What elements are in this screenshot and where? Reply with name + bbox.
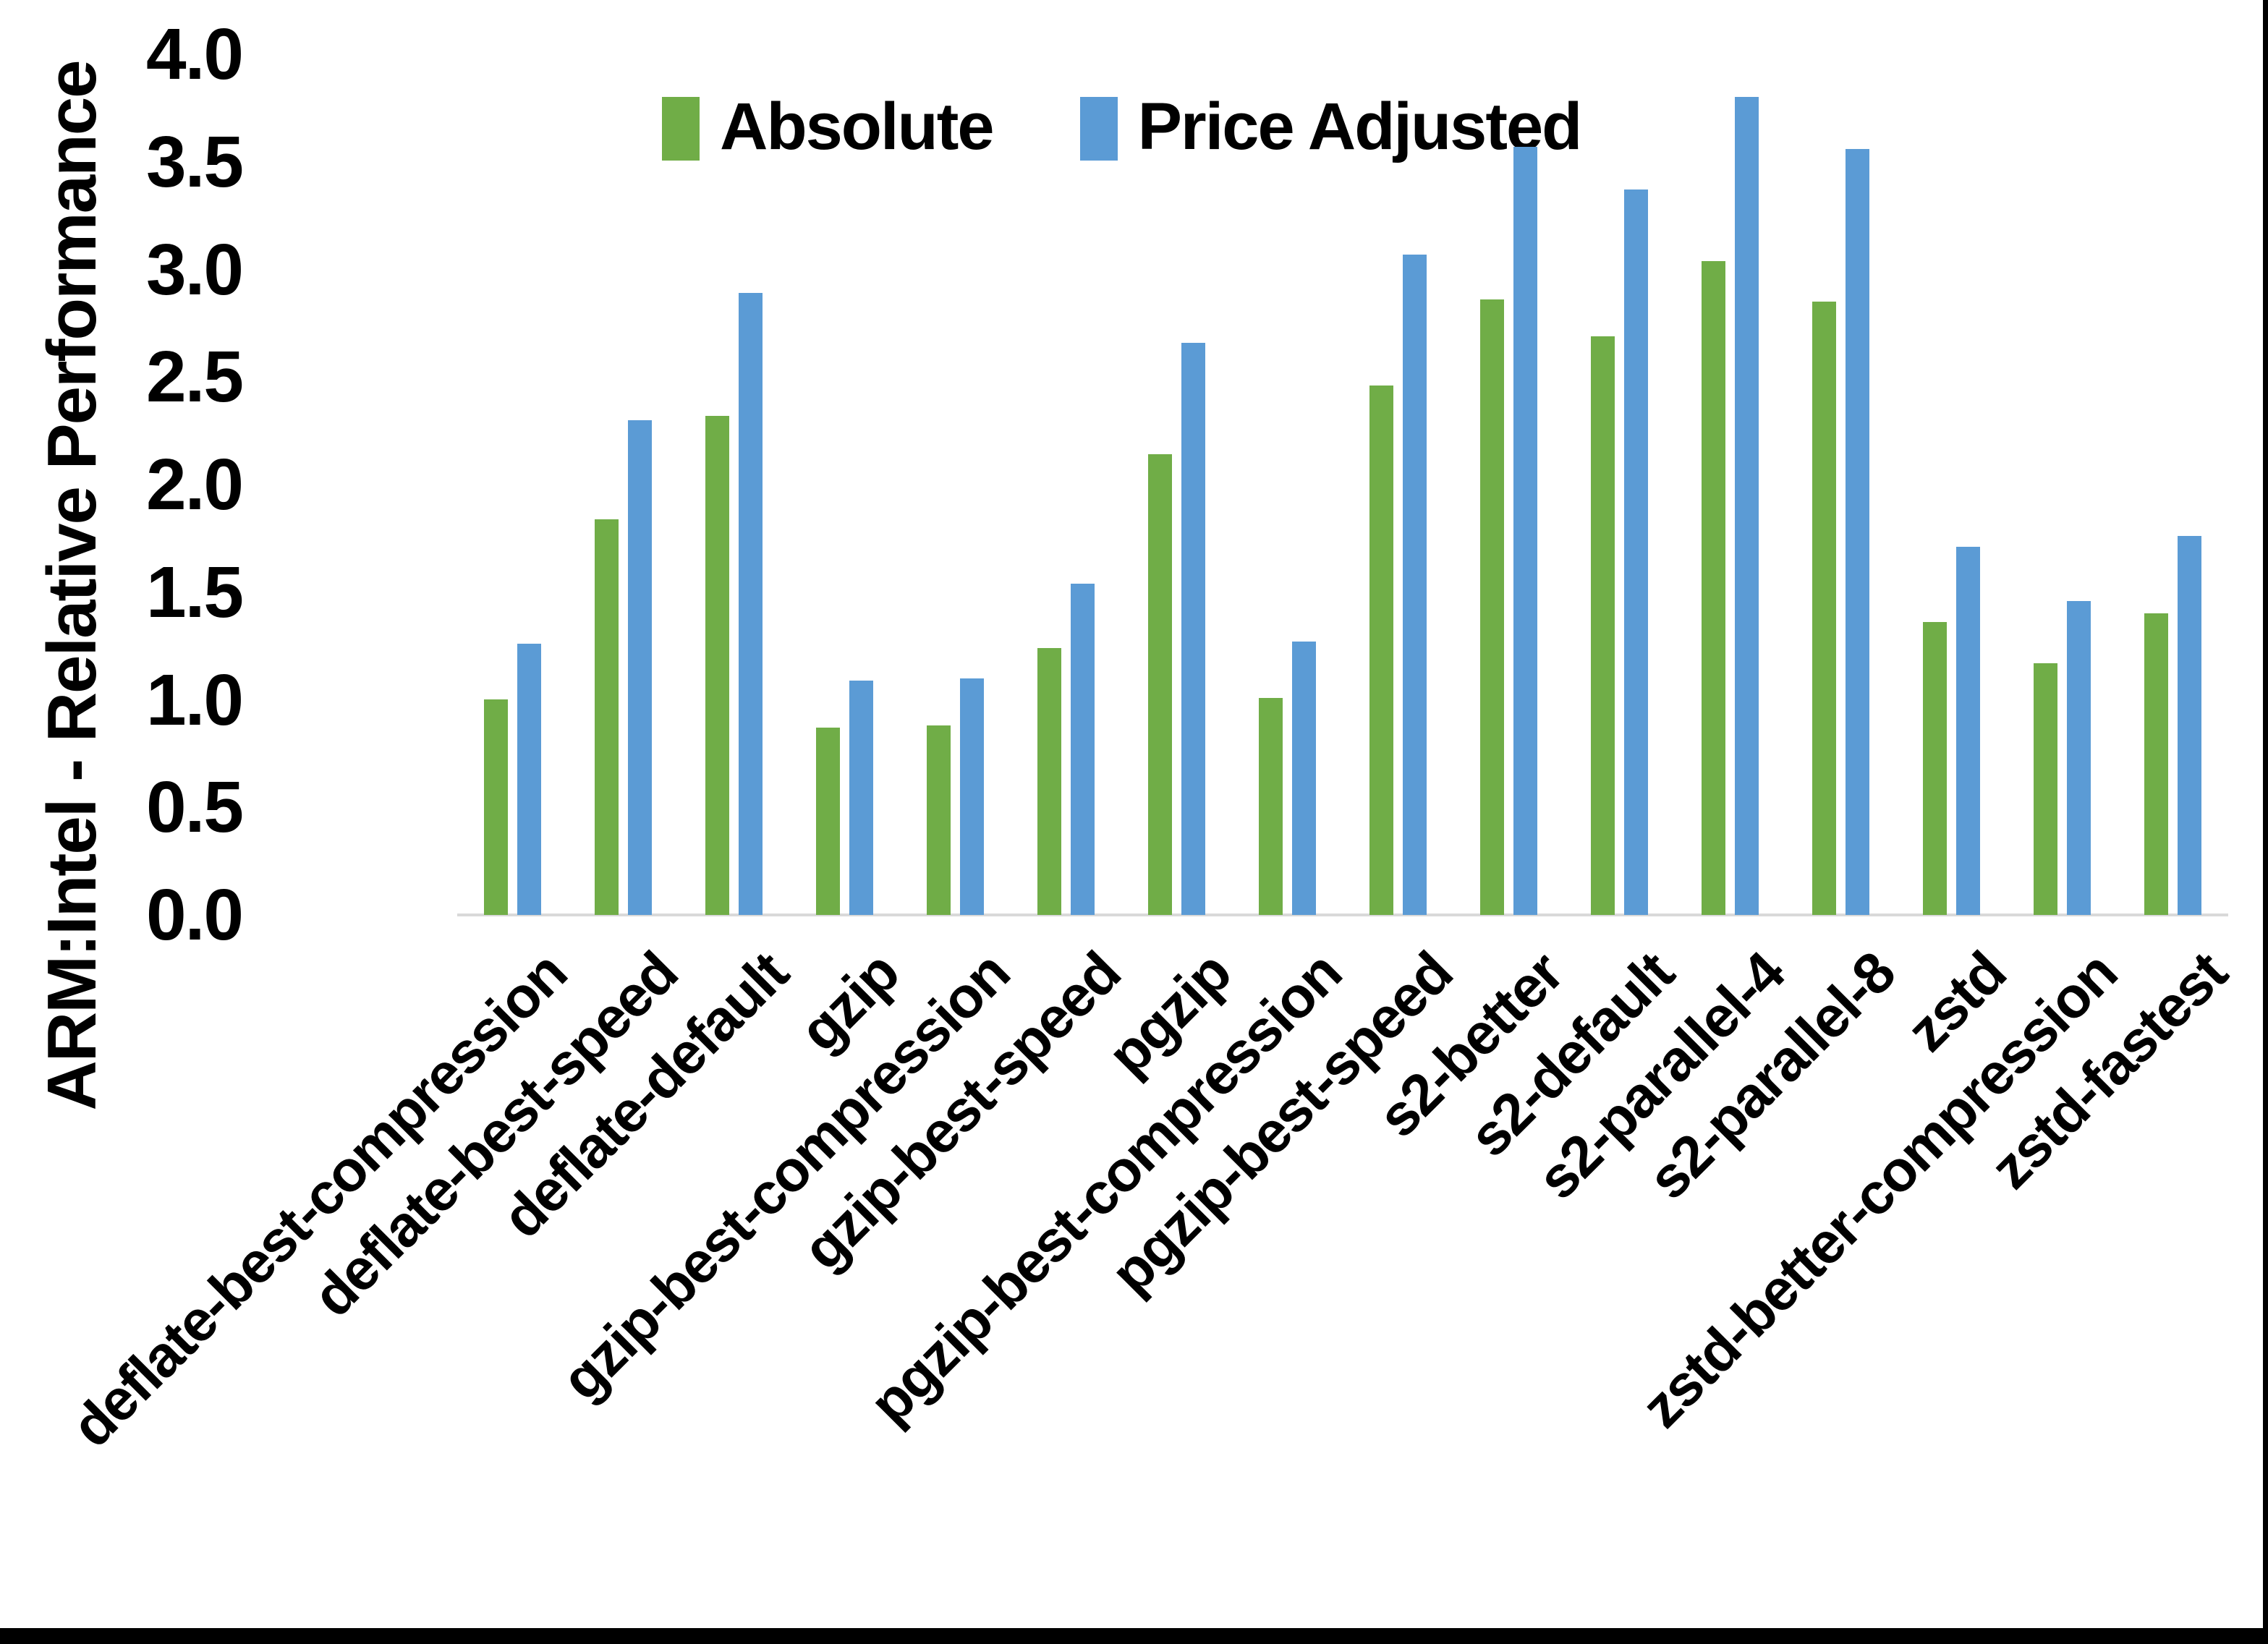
x-label-anchor-zstd-fastest: zstd-fastest <box>1399 940 2239 1201</box>
x-label-gzip: gzip <box>787 940 911 1064</box>
x-label-deflate-best-compression: deflate-best-compression <box>59 940 579 1460</box>
legend: Absolute Price Adjusted <box>662 90 1583 163</box>
bar-absolute-s2-parallel-8 <box>1812 302 1836 915</box>
x-label-anchor-s2-parallel-8: s2-parallel-8 <box>1067 940 1907 1211</box>
bar-price-adjusted-gzip-best-speed <box>1071 584 1095 915</box>
bar-absolute-pgzip-best-compression <box>1259 698 1283 915</box>
x-label-deflate-best-speed: deflate-best-speed <box>300 940 689 1329</box>
bar-price-adjusted-s2-default <box>1624 189 1648 915</box>
bar-absolute-gzip-best-compression <box>927 725 951 915</box>
x-label-anchor-zstd-better-compression: zstd-better-compression <box>1288 940 2128 1439</box>
bar-absolute-s2-default <box>1591 336 1615 915</box>
bar-absolute-deflate-best-speed <box>595 519 619 915</box>
x-label-pgzip-best-speed: pgzip-best-speed <box>1098 940 1464 1306</box>
x-label-s2-parallel-4: s2-parallel-4 <box>1525 940 1796 1211</box>
x-label-anchor-gzip-best-speed: gzip-best-speed <box>292 940 1131 1282</box>
legend-item-absolute: Absolute <box>662 90 995 163</box>
x-label-pgzip-best-compression: pgzip-best-compression <box>857 940 1354 1436</box>
y-tick-label-0.5: 0.5 <box>145 767 244 848</box>
x-label-anchor-zstd: zstd <box>1178 940 2017 1063</box>
x-label-zstd: zstd <box>1894 940 2018 1064</box>
x-label-s2-better: s2-better <box>1365 940 1575 1150</box>
x-label-anchor-s2-better: s2-better <box>735 940 1575 1149</box>
bar-price-adjusted-zstd-fastest <box>2178 536 2201 915</box>
x-label-anchor-pgzip-best-compression: pgzip-best-compression <box>514 940 1354 1436</box>
x-label-zstd-better-compression: zstd-better-compression <box>1628 940 2128 1440</box>
y-tick-label-0.0: 0.0 <box>145 874 244 955</box>
legend-swatch-price-adjusted-icon <box>1079 97 1118 161</box>
x-label-gzip-best-speed: gzip-best-speed <box>790 940 1132 1282</box>
bar-price-adjusted-zstd-better-compression <box>2067 601 2091 915</box>
bar-absolute-deflate-best-compression <box>484 699 508 915</box>
window-bottom-border <box>0 1628 2268 1644</box>
x-label-anchor-pgzip-best-speed: pgzip-best-speed <box>624 940 1464 1306</box>
bar-price-adjusted-gzip-best-compression <box>960 678 984 915</box>
bar-price-adjusted-s2-parallel-8 <box>1846 149 1869 915</box>
x-label-anchor-s2-parallel-4: s2-parallel-4 <box>956 940 1796 1211</box>
x-axis-baseline <box>457 913 2228 916</box>
x-label-zstd-fastest: zstd-fastest <box>1978 940 2239 1201</box>
y-tick-label-1.5: 1.5 <box>145 551 244 633</box>
bar-absolute-gzip-best-speed <box>1037 648 1061 915</box>
y-tick-label-1.0: 1.0 <box>145 659 244 741</box>
legend-swatch-absolute-icon <box>662 97 700 161</box>
legend-item-price-adjusted: Price Adjusted <box>1079 90 1583 163</box>
y-tick-label-3.5: 3.5 <box>145 121 244 203</box>
window-right-border <box>2263 0 2268 1644</box>
bar-absolute-zstd-fastest <box>2144 613 2168 915</box>
x-label-anchor-gzip-best-compression: gzip-best-compression <box>182 940 1021 1412</box>
bar-absolute-s2-parallel-4 <box>1702 261 1725 915</box>
bar-price-adjusted-pgzip <box>1181 343 1205 915</box>
bar-absolute-deflate-default <box>705 416 729 915</box>
x-label-s2-default: s2-default <box>1456 940 1686 1169</box>
bar-price-adjusted-deflate-best-compression <box>517 644 541 915</box>
y-tick-label-4.0: 4.0 <box>145 14 244 95</box>
bar-price-adjusted-zstd <box>1956 547 1980 915</box>
bar-absolute-zstd-better-compression <box>2034 663 2057 915</box>
x-label-pgzip: pgzip <box>1095 940 1243 1088</box>
bar-absolute-gzip <box>816 728 840 915</box>
legend-label-price-adjusted: Price Adjusted <box>1137 90 1583 163</box>
x-label-s2-parallel-8: s2-parallel-8 <box>1636 940 1907 1211</box>
y-tick-label-3.0: 3.0 <box>145 229 244 310</box>
x-label-anchor-pgzip: pgzip <box>403 940 1243 1088</box>
bar-price-adjusted-deflate-default <box>739 293 763 915</box>
bar-price-adjusted-gzip <box>849 681 873 915</box>
y-tick-label-2.5: 2.5 <box>145 336 244 418</box>
bar-price-adjusted-s2-parallel-4 <box>1735 97 1759 915</box>
bar-absolute-s2-better <box>1480 299 1504 915</box>
x-label-gzip-best-compression: gzip-best-compression <box>549 940 1022 1413</box>
bar-price-adjusted-s2-better <box>1513 147 1537 915</box>
bar-price-adjusted-pgzip-best-speed <box>1403 255 1427 915</box>
bar-absolute-zstd <box>1923 622 1947 915</box>
bar-price-adjusted-deflate-best-speed <box>628 420 652 915</box>
y-tick-label-2.0: 2.0 <box>145 444 244 525</box>
bar-absolute-pgzip <box>1148 454 1172 915</box>
bar-absolute-pgzip-best-speed <box>1369 386 1393 915</box>
legend-label-absolute: Absolute <box>720 90 995 163</box>
x-label-anchor-s2-default: s2-default <box>846 940 1686 1169</box>
x-label-deflate-default: deflate-default <box>490 940 800 1251</box>
bar-price-adjusted-pgzip-best-compression <box>1292 642 1316 915</box>
